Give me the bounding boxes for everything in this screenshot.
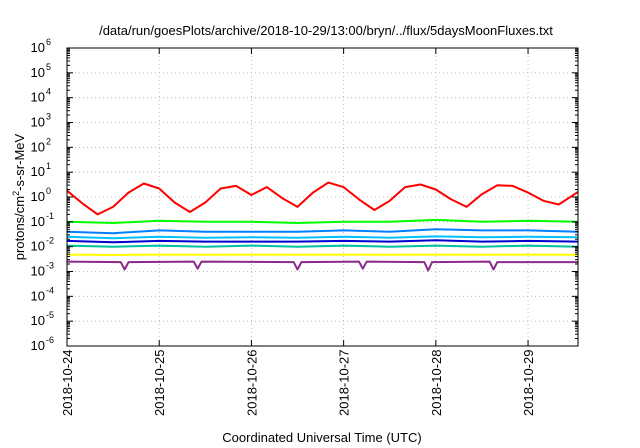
y-axis-label-pre: protons/cm [12,196,27,260]
y-tick-exponent: -3 [46,261,54,271]
y-tick-label: 10 [31,65,45,80]
series-line [66,244,579,248]
grid [67,48,578,346]
series-line [66,181,579,216]
x-tick-label: 2018-10-29 [521,350,536,417]
x-tick-label: 2018-10-24 [60,350,75,417]
x-tick-label: 2018-10-26 [244,350,259,417]
y-tick-label: 10 [31,139,45,154]
y-tick-exponent: 4 [46,87,51,97]
y-axis-label: protons/cm2-s-sr-MeV [11,133,27,260]
y-tick-label: 10 [31,164,45,179]
y-tick-exponent: 2 [46,136,51,146]
y-tick-label: 10 [31,115,45,130]
y-tick-label: 10 [31,239,45,254]
y-tick-exponent: -5 [46,310,54,320]
y-tick-label: 10 [31,313,45,328]
series-line [66,235,579,240]
x-tick-label: 2018-10-28 [429,350,444,417]
y-tick-exponent: 0 [46,186,51,196]
y-tick-label: 10 [31,264,45,279]
y-tick-label: 10 [31,338,45,353]
y-axis-label-post: -s-sr-MeV [12,133,27,190]
y-tick-exponent: -6 [46,335,54,345]
y-tick-exponent: 1 [46,161,51,171]
y-tick-exponent: 3 [46,112,51,122]
chart-title: /data/run/goesPlots/archive/2018-10-29/1… [99,23,553,38]
x-axis: 2018-10-24 2018-10-25 2018-10-26 2018-10-27… [60,48,536,416]
x-tick-label: 2018-10-25 [152,350,167,417]
y-tick-exponent: -1 [46,211,54,221]
series-line [66,239,579,244]
y-tick-label: 10 [31,90,45,105]
y-tick-label: 10 [31,288,45,303]
series-group [66,181,579,272]
x-axis-label: Coordinated Universal Time (UTC) [222,430,421,445]
y-tick-exponent: 5 [46,62,51,72]
series-line [66,260,578,272]
y-tick-label: 10 [31,189,45,204]
y-axis-label-sup: 2 [11,191,21,196]
y-tick-exponent: 6 [46,37,51,47]
y-tick-exponent: -2 [46,236,54,246]
x-tick-label: 2018-10-27 [337,350,352,417]
series-line [66,218,579,224]
y-tick-exponent: -4 [46,285,54,295]
y-tick-label: 10 [31,214,45,229]
series-line [66,228,579,235]
y-tick-label: 10 [31,40,45,55]
